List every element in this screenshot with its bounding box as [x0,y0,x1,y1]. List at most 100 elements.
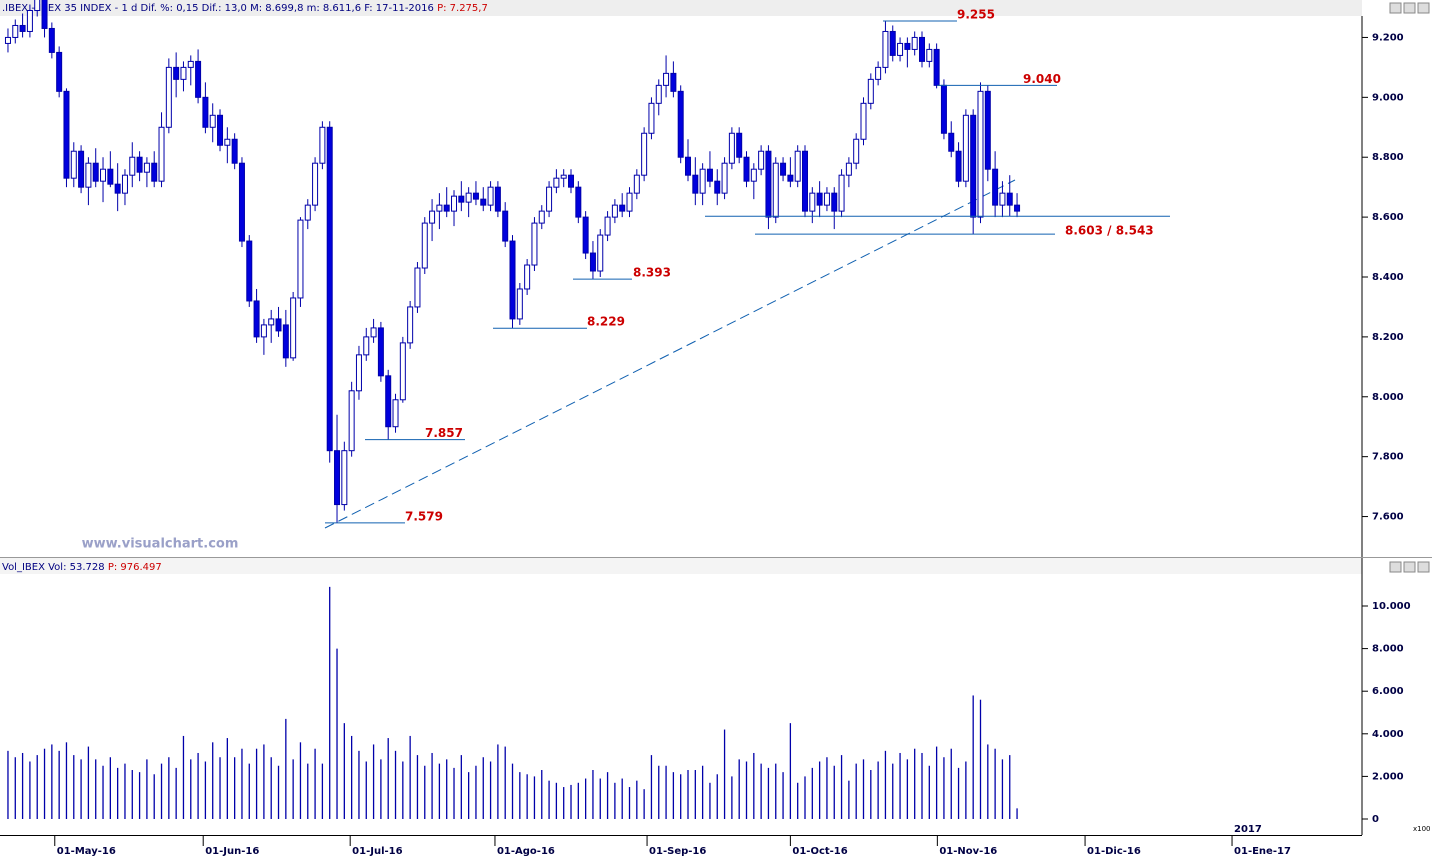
candle-body [1006,192,1013,206]
y-tick-label: 9.000 [1372,92,1404,103]
x-tick-label: 01-May-16 [57,846,116,857]
candle-body [377,327,384,377]
y-tick-label: 8.600 [1372,212,1404,223]
candle-body [962,114,969,182]
candle-body [787,174,794,182]
candle-body [619,204,626,212]
maximize-button[interactable] [1403,2,1416,14]
year-label: 2017 [1234,824,1262,835]
candle-body [780,162,787,176]
vol-minimize-button[interactable] [1389,561,1402,573]
minimize-button[interactable] [1389,2,1402,14]
header-text: .IBEX - IBEX 35 INDEX - 1 d Dif. %: 0,15… [2,3,434,14]
candle-body [238,162,245,242]
candle-body [107,168,114,185]
candle-body [458,195,465,203]
candle-body [334,450,341,506]
volume-header: Vol_IBEX Vol: 53.728 P: 976.497 [2,562,162,573]
candle-body [224,138,231,146]
level-label: 8.229 [587,315,625,329]
candle-body [348,390,355,452]
candle-body [918,36,925,62]
candle-body [992,168,999,206]
volume-y-tick-label: 2.000 [1372,771,1404,782]
candle-body [355,354,362,392]
candle-body [158,126,165,182]
header-title: .IBEX - IBEX 35 INDEX - 1 d Dif. %: 0,15… [2,3,488,14]
candle-body [121,174,128,194]
candle-body [911,36,918,50]
candle-body [685,156,692,176]
x-tick-label: 01-Ene-17 [1234,846,1291,857]
candle-body [940,84,947,134]
candle-body [480,198,487,206]
candle-body [392,399,399,428]
candle-body [275,318,282,332]
candle-body [494,186,501,212]
candle-body [531,222,538,266]
candle-body [568,174,575,188]
candle-body [728,132,735,164]
candle-body [926,48,933,62]
header-price: P: 7.275,7 [437,3,488,14]
candle-body [758,150,765,170]
candle-body [897,42,904,56]
candle-body [56,51,63,92]
vol-maximize-button[interactable] [1403,561,1416,573]
x-tick-label: 01-Sep-16 [649,846,706,857]
candle-body [823,192,830,206]
y-tick-label: 7.600 [1372,512,1404,523]
candle-body [699,168,706,194]
candle-body [802,150,809,212]
candle-body [999,192,1006,206]
candle-body [882,30,889,68]
candle-body [114,183,121,194]
candle-body [845,162,852,176]
candle-body [143,162,150,173]
candle-body [487,186,494,206]
candle-body [290,297,297,359]
level-label: 7.579 [405,509,443,523]
candle-body [297,219,304,299]
candle-body [370,327,377,338]
candle-body [984,90,991,170]
candle-body [19,24,26,32]
candle-body [136,156,143,173]
candle-body [429,210,436,224]
candle-body [831,192,838,212]
volume-y-tick-label: 6.000 [1372,686,1404,697]
candle-body [736,132,743,158]
candle-body [12,24,19,38]
candle-body [560,174,567,179]
candle-body [399,342,406,401]
volume-y-tick-label: 0 [1372,814,1379,825]
candle-body [268,318,275,326]
window-controls[interactable] [1389,2,1430,573]
candle-body [100,168,107,182]
candle-body [421,222,428,269]
vol-close-button[interactable] [1417,561,1430,573]
candle-body [721,162,728,194]
candle-body [765,150,772,218]
candle-body [977,90,984,218]
candle-body [414,267,421,308]
candle-body [516,288,523,320]
candle-body [875,66,882,80]
candle-body [641,132,648,176]
candle-body [553,177,560,188]
candle-body [809,192,816,212]
candle-body [611,204,618,218]
candle-body [692,174,699,194]
candle-body [85,162,92,188]
candle-body [451,195,458,212]
candle-body [260,324,267,338]
candle-body [282,324,289,359]
level-label: 8.393 [633,266,671,280]
close-button[interactable] [1417,2,1430,14]
x-tick-label: 01-Jul-16 [352,846,402,857]
candle-body [597,234,604,272]
candle-body [443,204,450,212]
candle-body [4,36,11,44]
